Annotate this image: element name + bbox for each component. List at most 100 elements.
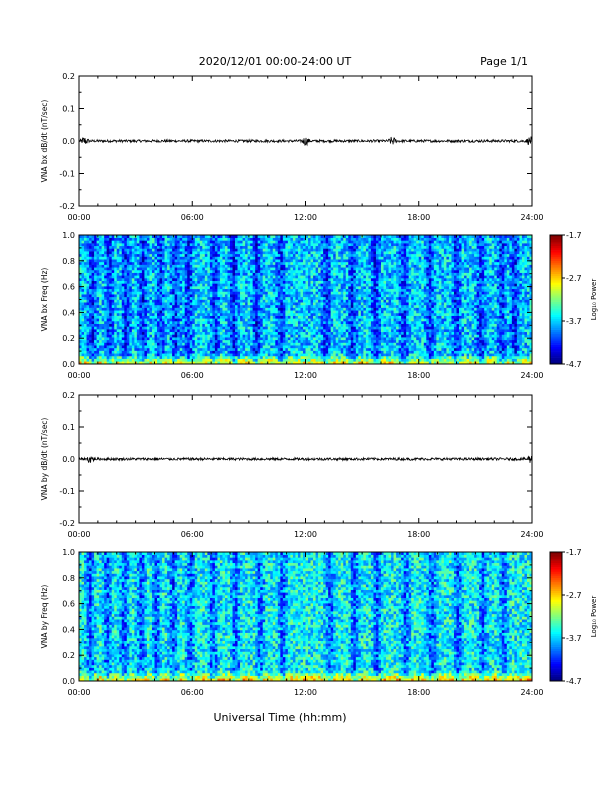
heatmap-cell bbox=[109, 272, 113, 276]
heatmap-cell bbox=[270, 345, 274, 349]
heatmap-cell bbox=[207, 339, 211, 343]
heatmap-cell bbox=[106, 264, 110, 268]
heatmap-cell bbox=[124, 272, 128, 276]
heatmap-cell bbox=[199, 353, 203, 357]
heatmap-cell bbox=[116, 345, 120, 349]
heatmap-cell bbox=[91, 331, 95, 335]
heatmap-cell bbox=[162, 299, 165, 303]
heatmap-cell bbox=[151, 243, 155, 247]
heatmap-cell bbox=[277, 339, 281, 343]
heatmap-cell bbox=[267, 288, 271, 292]
heatmap-cell bbox=[292, 261, 296, 265]
heatmap-cell bbox=[320, 294, 324, 298]
heatmap-cell bbox=[167, 299, 170, 303]
heatmap-cell bbox=[295, 337, 299, 341]
heatmap-cell bbox=[96, 294, 100, 298]
heatmap-cell bbox=[192, 329, 196, 333]
heatmap-cell bbox=[106, 331, 110, 335]
heatmap-cell bbox=[124, 331, 128, 335]
heatmap-cell bbox=[167, 267, 170, 271]
heatmap-cell bbox=[328, 296, 331, 300]
heatmap-cell bbox=[84, 326, 87, 330]
heatmap-cell bbox=[104, 353, 107, 357]
heatmap-cell bbox=[116, 302, 120, 306]
heatmap-cell bbox=[179, 291, 183, 295]
heatmap-cell bbox=[302, 261, 306, 265]
heatmap-cell bbox=[230, 240, 233, 244]
heatmap-cell bbox=[285, 296, 289, 300]
heatmap-cell bbox=[169, 296, 173, 300]
heatmap-cell bbox=[252, 331, 256, 335]
heatmap-cell bbox=[242, 315, 246, 319]
heatmap-cell bbox=[131, 310, 135, 314]
heatmap-cell bbox=[235, 304, 238, 308]
heatmap-cell bbox=[109, 243, 113, 247]
heatmap-cell bbox=[91, 321, 95, 324]
heatmap-cell bbox=[126, 334, 130, 338]
heatmap-cell bbox=[111, 358, 115, 362]
heatmap-cell bbox=[217, 240, 221, 244]
heatmap-cell bbox=[149, 245, 153, 249]
heatmap-cell bbox=[325, 318, 329, 322]
heatmap-cell bbox=[194, 288, 198, 292]
heatmap-cell bbox=[230, 253, 233, 257]
heatmap-cell bbox=[179, 307, 183, 311]
heatmap-cell bbox=[119, 334, 123, 338]
heatmap-cell bbox=[262, 318, 266, 322]
heatmap-cell bbox=[192, 272, 196, 276]
heatmap-cell bbox=[86, 256, 90, 260]
heatmap-cell bbox=[154, 339, 158, 343]
heatmap-cell bbox=[194, 310, 198, 314]
heatmap-cell bbox=[141, 318, 145, 322]
heatmap-cell bbox=[315, 347, 319, 351]
heatmap-cell bbox=[277, 347, 281, 351]
heatmap-cell bbox=[260, 275, 264, 279]
heatmap-cell bbox=[310, 329, 314, 333]
heatmap-cell bbox=[104, 272, 107, 276]
heatmap-cell bbox=[217, 299, 221, 303]
heatmap-cell bbox=[232, 278, 236, 281]
heatmap-cell bbox=[106, 280, 110, 284]
heatmap-cell bbox=[96, 253, 100, 257]
heatmap-cell bbox=[99, 251, 102, 255]
heatmap-cell bbox=[134, 347, 138, 351]
heatmap-cell bbox=[179, 304, 183, 308]
heatmap-cell bbox=[131, 326, 135, 330]
heatmap-cell bbox=[209, 288, 213, 292]
heatmap-cell bbox=[91, 304, 95, 308]
heatmap-cell bbox=[99, 350, 102, 354]
heatmap-cell bbox=[182, 315, 185, 319]
heatmap-cell bbox=[157, 307, 160, 311]
heatmap-cell bbox=[235, 291, 238, 295]
heatmap-cell bbox=[84, 361, 87, 365]
heatmap-cell bbox=[277, 361, 281, 365]
heatmap-cell bbox=[292, 353, 296, 357]
heatmap-cell bbox=[270, 307, 274, 311]
heatmap-cell bbox=[164, 339, 168, 343]
heatmap-cell bbox=[136, 253, 140, 257]
heatmap-cell bbox=[277, 321, 281, 324]
heatmap-cell bbox=[219, 355, 223, 359]
heatmap-cell bbox=[224, 235, 228, 238]
heatmap-cell bbox=[242, 253, 246, 257]
heatmap-cell bbox=[157, 299, 160, 303]
heatmap-cell bbox=[287, 291, 291, 295]
heatmap-cell bbox=[177, 342, 180, 346]
heatmap-cell bbox=[204, 269, 208, 273]
heatmap-cell bbox=[252, 288, 256, 292]
heatmap-cell bbox=[169, 286, 173, 290]
heatmap-cell bbox=[267, 256, 271, 260]
heatmap-cell bbox=[323, 342, 326, 346]
heatmap-cell bbox=[134, 283, 138, 287]
heatmap-cell bbox=[323, 329, 326, 333]
heatmap-cell bbox=[144, 237, 148, 241]
heatmap-cell bbox=[202, 345, 206, 349]
heatmap-cell bbox=[187, 291, 191, 295]
heatmap-cell bbox=[199, 248, 203, 252]
heatmap-cell bbox=[197, 321, 201, 324]
heatmap-cell bbox=[159, 251, 163, 255]
heatmap-cell bbox=[136, 358, 140, 362]
heatmap-cell bbox=[199, 358, 203, 362]
heatmap-cell bbox=[157, 315, 160, 319]
heatmap-cell bbox=[91, 353, 95, 357]
